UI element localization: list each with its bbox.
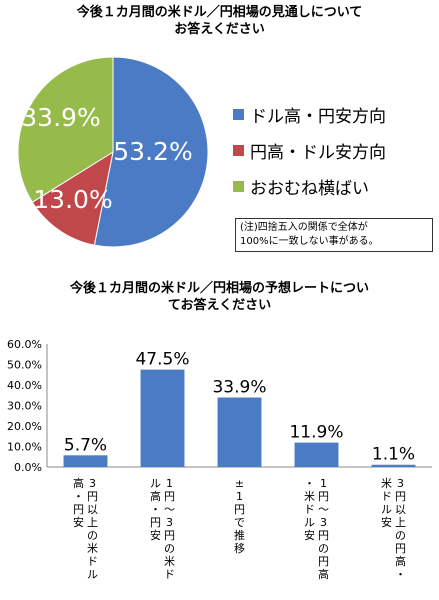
y-tick-label-2: 20.0%	[7, 420, 42, 433]
legend-item-1: 円高・ドル安方向	[233, 137, 386, 163]
legend-label-1: 円高・ドル安方向	[250, 142, 386, 163]
pie-value-label-0: 53.2%	[113, 137, 192, 166]
bar-chart: 0.0% 10.0% 20.0% 30.0% 40.0% 50.0% 60.0% 5.7% 3円…	[7, 338, 432, 581]
x-category-vertical-4: 3 円以上の円高・米ドル安	[381, 477, 406, 581]
pie-slice-2	[17, 56, 114, 203]
legend-swatch-1	[233, 144, 244, 156]
note-line-1: (注)四捨五入の関係で全体が	[240, 222, 368, 233]
bar-value-label-2: 33.9%	[212, 378, 266, 398]
bar-4	[371, 464, 416, 467]
x-category-vertical-3: 1 円～ 3 円の円高・米ドル安	[304, 477, 329, 581]
y-tick-label-4: 40.0%	[7, 379, 42, 392]
pie-chart: 53.2%13.0% 33.9%	[17, 56, 209, 248]
bar-0	[63, 455, 108, 467]
bar-value-label-4: 1.1%	[372, 445, 415, 465]
bar-2	[217, 397, 262, 467]
y-tick-label-1: 10.0%	[7, 441, 42, 454]
bar-value-label-3: 11.9%	[289, 423, 343, 443]
legend-label-0: ドル高・円安方向	[250, 106, 386, 127]
pie-value-label-2: 33.9%	[21, 103, 100, 132]
bar-chart-title: 今後１カ月間の米ドル／円相場の予想レートについ てお答えください	[0, 280, 439, 314]
bar-1	[140, 369, 185, 467]
y-tick-label-6: 60.0%	[7, 338, 42, 351]
pie-slice-1	[31, 150, 114, 246]
pie-chart-title: 今後１カ月間の米ドル／円相場の見通しについて お答えください	[0, 4, 439, 38]
legend-item-0: ドル高・円安方向	[233, 101, 386, 127]
legend-label-2: おおむね横ばい	[250, 178, 369, 199]
legend-swatch-0	[233, 108, 244, 120]
bar-value-label-0: 5.7%	[64, 435, 107, 455]
pie-title-line-1: 今後１カ月間の米ドル／円相場の見通しについて	[76, 5, 363, 20]
legend-swatch-2	[233, 180, 244, 192]
pie-value-label-1: 13.0%	[33, 185, 112, 214]
y-tick-label-5: 50.0%	[7, 359, 42, 372]
note-line-2: 100%に一致しない事がある。	[240, 236, 379, 247]
pie-title-line-2: お答えください	[174, 22, 265, 37]
pie-slice-0	[93, 56, 209, 248]
y-tick-label-0: 0.0%	[14, 461, 42, 474]
x-category-vertical-1: 1 円～ 3 円の米ドル高・円安	[150, 477, 175, 581]
bar-value-label-1: 47.5%	[135, 350, 189, 370]
legend-item-2: おおむね横ばい	[233, 173, 369, 199]
bar-title-line-2: てお答えください	[167, 298, 272, 313]
rounding-note: (注)四捨五入の関係で全体が 100%に一致しない事がある。	[235, 218, 433, 252]
y-tick-label-3: 30.0%	[7, 400, 42, 413]
x-category-vertical-0: 3 円以上の米ドル高・円安	[73, 476, 98, 581]
bar-3	[294, 442, 339, 467]
bar-title-line-1: 今後１カ月間の米ドル／円相場の予想レートについ	[69, 281, 369, 296]
x-category-vertical-2: ±1 円で推移	[234, 477, 245, 555]
